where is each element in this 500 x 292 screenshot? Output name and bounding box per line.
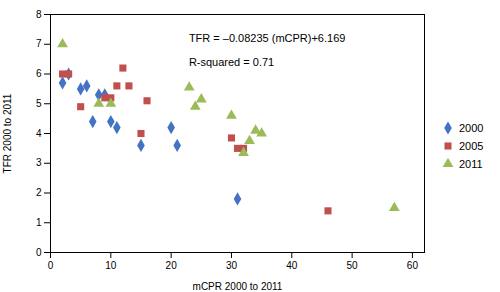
html-text:2011: 2011 — [459, 158, 483, 170]
svg-text:0: 0 — [36, 247, 42, 258]
svg-text:mCPR 2000 to 2011: mCPR 2000 to 2011 — [193, 281, 283, 292]
svg-text:4: 4 — [36, 128, 42, 139]
svg-text:60: 60 — [407, 260, 419, 271]
svg-text:8: 8 — [36, 9, 42, 20]
svg-text:3: 3 — [36, 157, 42, 168]
svg-text:6: 6 — [36, 68, 42, 79]
svg-text:5: 5 — [36, 98, 42, 109]
svg-text:50: 50 — [347, 260, 359, 271]
svg-text:2: 2 — [36, 187, 42, 198]
svg-text:R-squared = 0.71: R-squared = 0.71 — [189, 56, 274, 68]
html-text:2000: 2000 — [459, 122, 484, 134]
svg-text:1: 1 — [36, 217, 42, 228]
svg-text:7: 7 — [36, 38, 42, 49]
svg-text:0: 0 — [48, 260, 54, 271]
svg-text:TFR 2000 to 2011: TFR 2000 to 2011 — [2, 93, 13, 173]
svg-text:20: 20 — [166, 260, 178, 271]
html-text:2005: 2005 — [459, 140, 484, 152]
svg-text:30: 30 — [226, 260, 238, 271]
svg-text:10: 10 — [105, 260, 117, 271]
svg-text:40: 40 — [286, 260, 298, 271]
svg-text:TFR = –0.08235 (mCPR)+6.169: TFR = –0.08235 (mCPR)+6.169 — [189, 32, 346, 44]
